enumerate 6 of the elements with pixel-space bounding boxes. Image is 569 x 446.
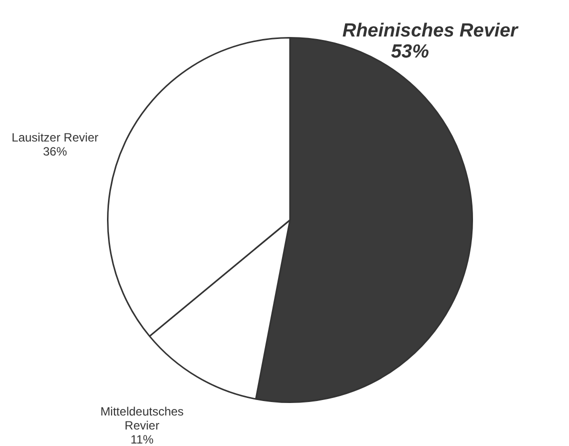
data-label: 53% <box>390 42 430 63</box>
slice-label: Rheinisches Revier <box>342 20 520 42</box>
slice-label: Lausitzer Revier <box>12 130 98 144</box>
data-label: 11% <box>130 432 154 446</box>
data-label: 36% <box>42 144 68 158</box>
slice-label: Mitteldeutsches Revier <box>100 404 184 432</box>
